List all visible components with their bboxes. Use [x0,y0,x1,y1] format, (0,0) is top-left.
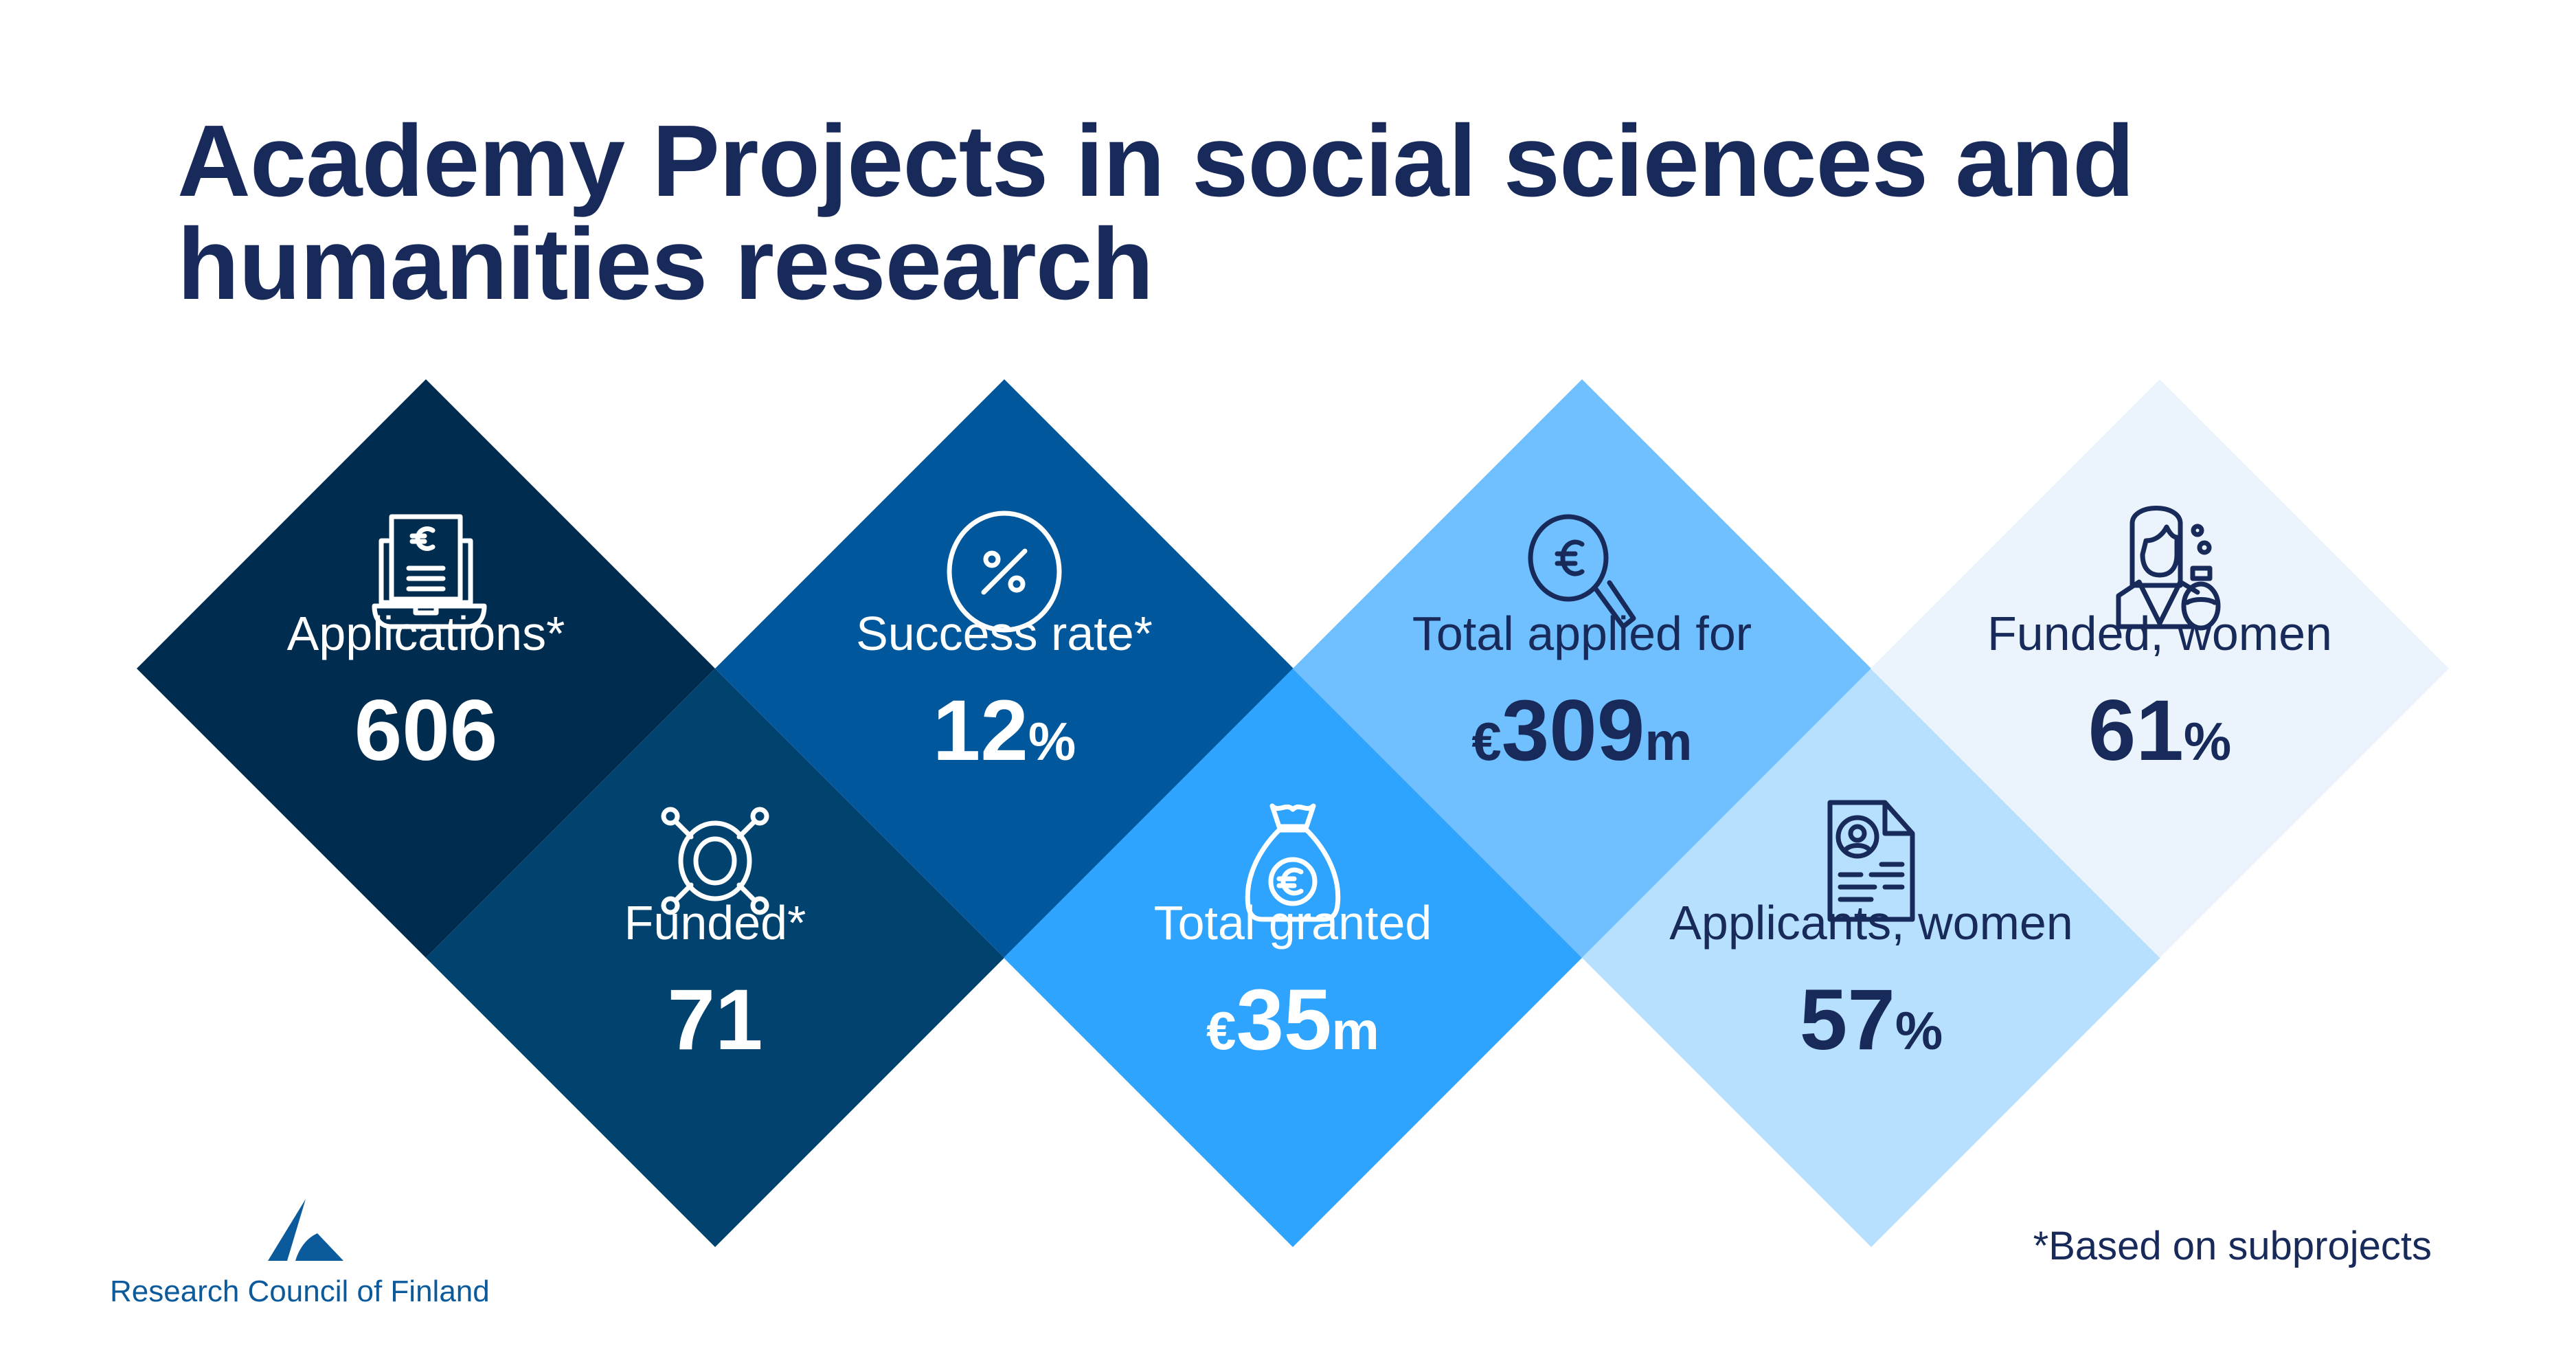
stat-value: 57% [1582,971,2160,1069]
stat-tile: Total granted €35m [1004,669,1582,1247]
stat-number: 309 [1501,683,1645,778]
percent-circle-icon [936,503,1073,640]
stat-label: Applications* [286,607,565,660]
stat-number: 71 [667,972,763,1068]
resume-document-icon [1803,792,1940,930]
stat-number: 606 [354,683,498,778]
diamond-7 [1871,379,2449,958]
money-bag-icon [1224,792,1362,930]
stat-number: 61 [2088,683,2184,778]
stat-tile: Success rate* 12% [715,379,1293,958]
stat-value: 71 [426,971,1004,1069]
stat-label: Funded* [624,896,806,950]
euro-magnifier-icon [1513,503,1651,640]
stat-number: 12 [932,683,1028,778]
stat-label: Total granted [1153,896,1432,950]
stat-suffix: m [1331,1000,1379,1061]
logo-triangle-icon [268,1199,343,1261]
network-ring-icon [646,792,784,930]
page-title: Academy Projects in social sciences and … [177,110,2134,316]
laptop-invoice-icon [357,503,495,640]
stat-prefix: € [1471,711,1502,772]
stat-label: Success rate* [856,607,1153,660]
stat-value: 12% [715,682,1293,780]
footnote: *Based on subprojects [2033,1224,2432,1268]
stat-prefix: € [1206,1000,1236,1061]
stat-tile: Total applied for €309m [1293,379,1871,958]
stat-suffix: % [2183,711,2232,772]
stat-number: 35 [1236,972,1332,1068]
stat-value: 61% [1871,682,2449,780]
stat-value: €35m [1004,971,1582,1069]
stat-label: Total applied for [1412,607,1752,660]
stat-suffix: % [1028,711,1076,772]
stat-number: 57 [1799,972,1895,1068]
stat-suffix: m [1645,711,1693,772]
stat-suffix: % [1895,1000,1943,1061]
stat-tile: Funded* 71 [426,669,1004,1247]
title-line-2: humanities research [177,207,1154,321]
stat-label: Applicants, women [1669,896,2073,950]
stat-value: 606 [137,682,715,780]
stat-label: Funded, women [1987,607,2332,660]
stat-tile: Applicants, women 57% [1582,669,2160,1247]
woman-scientist-icon [2091,503,2228,640]
logo-text: Research Council of Finland [110,1275,490,1308]
stat-tile: Applications* 606 [137,379,715,958]
title-line-1: Academy Projects in social sciences and [177,104,2134,218]
stat-value: €309m [1293,682,1871,780]
stat-tile: Funded, women 61% [1871,379,2449,958]
